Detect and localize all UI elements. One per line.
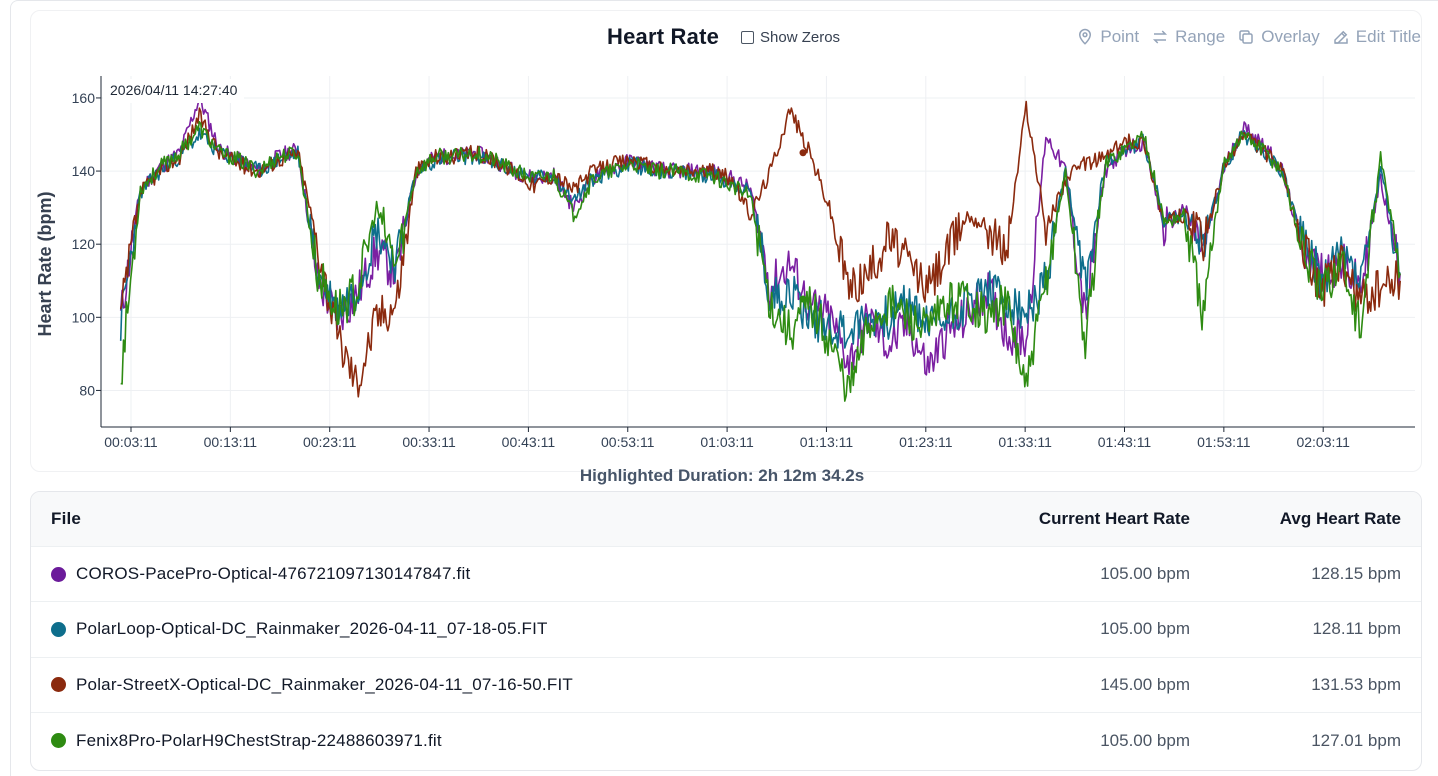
file-name: PolarLoop-Optical-DC_Rainmaker_2026-04-1… bbox=[76, 619, 548, 639]
avg-heart-rate-cell: 127.01 bpm bbox=[1311, 730, 1401, 750]
x-tick-label: 02:03:11 bbox=[1296, 434, 1350, 450]
heart-rate-chart[interactable]: 80 100 120 140 160 00:03:11 00:13:11 00:23:11 00… bbox=[0, 0, 1438, 470]
chart-card bbox=[30, 10, 1422, 472]
x-tick-label: 00:53:11 bbox=[601, 434, 655, 450]
table-row[interactable]: Fenix8Pro-PolarH9ChestStrap-22488603971.… bbox=[31, 713, 1421, 768]
show-zeros-toggle[interactable]: Show Zeros bbox=[741, 29, 840, 46]
x-tick-label: 00:33:11 bbox=[402, 434, 456, 450]
current-heart-rate-cell: 105.00 bpm bbox=[1100, 730, 1190, 750]
x-tick-label: 01:13:11 bbox=[800, 434, 854, 450]
highlighted-duration: Highlighted Duration: 2h 12m 34.2s bbox=[579, 466, 865, 485]
table-row[interactable]: Polar-StreetX-Optical-DC_Rainmaker_2026-… bbox=[31, 658, 1421, 713]
arrows-exchange-icon bbox=[1153, 30, 1168, 44]
file-cell: Polar-StreetX-Optical-DC_Rainmaker_2026-… bbox=[31, 675, 930, 695]
edit-title-button[interactable]: Edit Title bbox=[1332, 27, 1421, 47]
header-file: File bbox=[51, 509, 82, 528]
avg-heart-rate-cell: 128.15 bpm bbox=[1311, 564, 1401, 584]
panel-frame bbox=[10, 0, 1438, 776]
series-color-dot bbox=[51, 677, 66, 693]
file-name: COROS-PacePro-Optical-476721097130147847… bbox=[76, 564, 471, 584]
chart-header: Heart Rate Show Zeros Point Range Overla… bbox=[0, 22, 1438, 54]
x-tick-label: 01:53:11 bbox=[1197, 434, 1251, 450]
x-tick-label: 00:03:11 bbox=[104, 434, 158, 450]
avg-heart-rate-cell: 128.11 bpm bbox=[1312, 619, 1401, 639]
file-cell: Fenix8Pro-PolarH9ChestStrap-22488603971.… bbox=[31, 731, 930, 751]
x-tick-label: 01:43:11 bbox=[1098, 434, 1152, 450]
avg-heart-rate-cell: 131.53 bpm bbox=[1311, 674, 1401, 694]
chart-title: Heart Rate bbox=[607, 24, 720, 49]
series-color-dot bbox=[51, 733, 66, 749]
edit-icon bbox=[1334, 30, 1348, 44]
series-line bbox=[120, 121, 1401, 402]
file-name: Polar-StreetX-Optical-DC_Rainmaker_2026-… bbox=[76, 674, 573, 694]
table-body: COROS-PacePro-Optical-476721097130147847… bbox=[31, 547, 1421, 768]
current-heart-rate-cell: 105.00 bpm bbox=[1100, 619, 1190, 639]
chart-toolbar: Point Range Overlay Edit Title bbox=[1076, 27, 1438, 47]
files-table: File Current Heart Rate Avg Heart Rate C… bbox=[30, 491, 1422, 771]
y-tick-label: 100 bbox=[72, 309, 96, 325]
show-zeros-label: Show Zeros bbox=[760, 29, 841, 46]
range-label: Range bbox=[1175, 27, 1226, 46]
x-tick-label: 01:23:11 bbox=[899, 434, 953, 450]
y-axis-label: Heart Rate (bpm) bbox=[35, 191, 55, 336]
show-zeros-checkbox[interactable] bbox=[741, 31, 754, 44]
table-row[interactable]: PolarLoop-Optical-DC_Rainmaker_2026-04-1… bbox=[31, 602, 1421, 658]
current-heart-rate-cell: 145.00 bpm bbox=[1100, 674, 1190, 694]
copy-icon bbox=[1239, 30, 1253, 44]
cursor-timestamp: 2026/04/11 14:27:40 bbox=[103, 79, 245, 103]
marker-point bbox=[799, 149, 807, 157]
series-color-dot bbox=[51, 566, 66, 582]
map-pin-icon bbox=[1079, 28, 1092, 45]
file-cell: COROS-PacePro-Optical-476721097130147847… bbox=[31, 564, 930, 584]
x-tick-label: 00:23:11 bbox=[303, 434, 357, 450]
y-tick-label: 120 bbox=[72, 236, 96, 252]
point-button[interactable]: Point bbox=[1076, 27, 1139, 47]
x-tick-label: 01:33:11 bbox=[998, 434, 1052, 450]
table-row[interactable]: COROS-PacePro-Optical-476721097130147847… bbox=[31, 547, 1421, 603]
table-header: File Current Heart Rate Avg Heart Rate bbox=[31, 492, 1421, 547]
current-heart-rate-cell: 105.00 bpm bbox=[1100, 564, 1190, 584]
y-tick-label: 160 bbox=[72, 90, 96, 106]
overlay-button[interactable]: Overlay bbox=[1237, 27, 1320, 47]
x-tick-label: 00:13:11 bbox=[204, 434, 258, 450]
series-line bbox=[119, 127, 1401, 349]
point-label: Point bbox=[1100, 27, 1140, 46]
header-avg-heart-rate: Avg Heart Rate bbox=[1279, 509, 1401, 528]
range-button[interactable]: Range bbox=[1151, 27, 1225, 47]
header-current-heart-rate: Current Heart Rate bbox=[1038, 509, 1190, 528]
y-tick-label: 80 bbox=[79, 382, 95, 398]
edit-title-label: Edit Title bbox=[1355, 27, 1421, 46]
x-tick-label: 00:43:11 bbox=[502, 434, 556, 450]
overlay-label: Overlay bbox=[1261, 27, 1320, 46]
x-tick-label: 01:03:11 bbox=[700, 434, 754, 450]
file-name: Fenix8Pro-PolarH9ChestStrap-22488603971.… bbox=[76, 730, 442, 750]
series-color-dot bbox=[51, 621, 66, 637]
y-tick-label: 140 bbox=[72, 163, 96, 179]
marker-point bbox=[799, 295, 807, 303]
file-cell: PolarLoop-Optical-DC_Rainmaker_2026-04-1… bbox=[31, 619, 930, 639]
series-line bbox=[119, 100, 1401, 398]
